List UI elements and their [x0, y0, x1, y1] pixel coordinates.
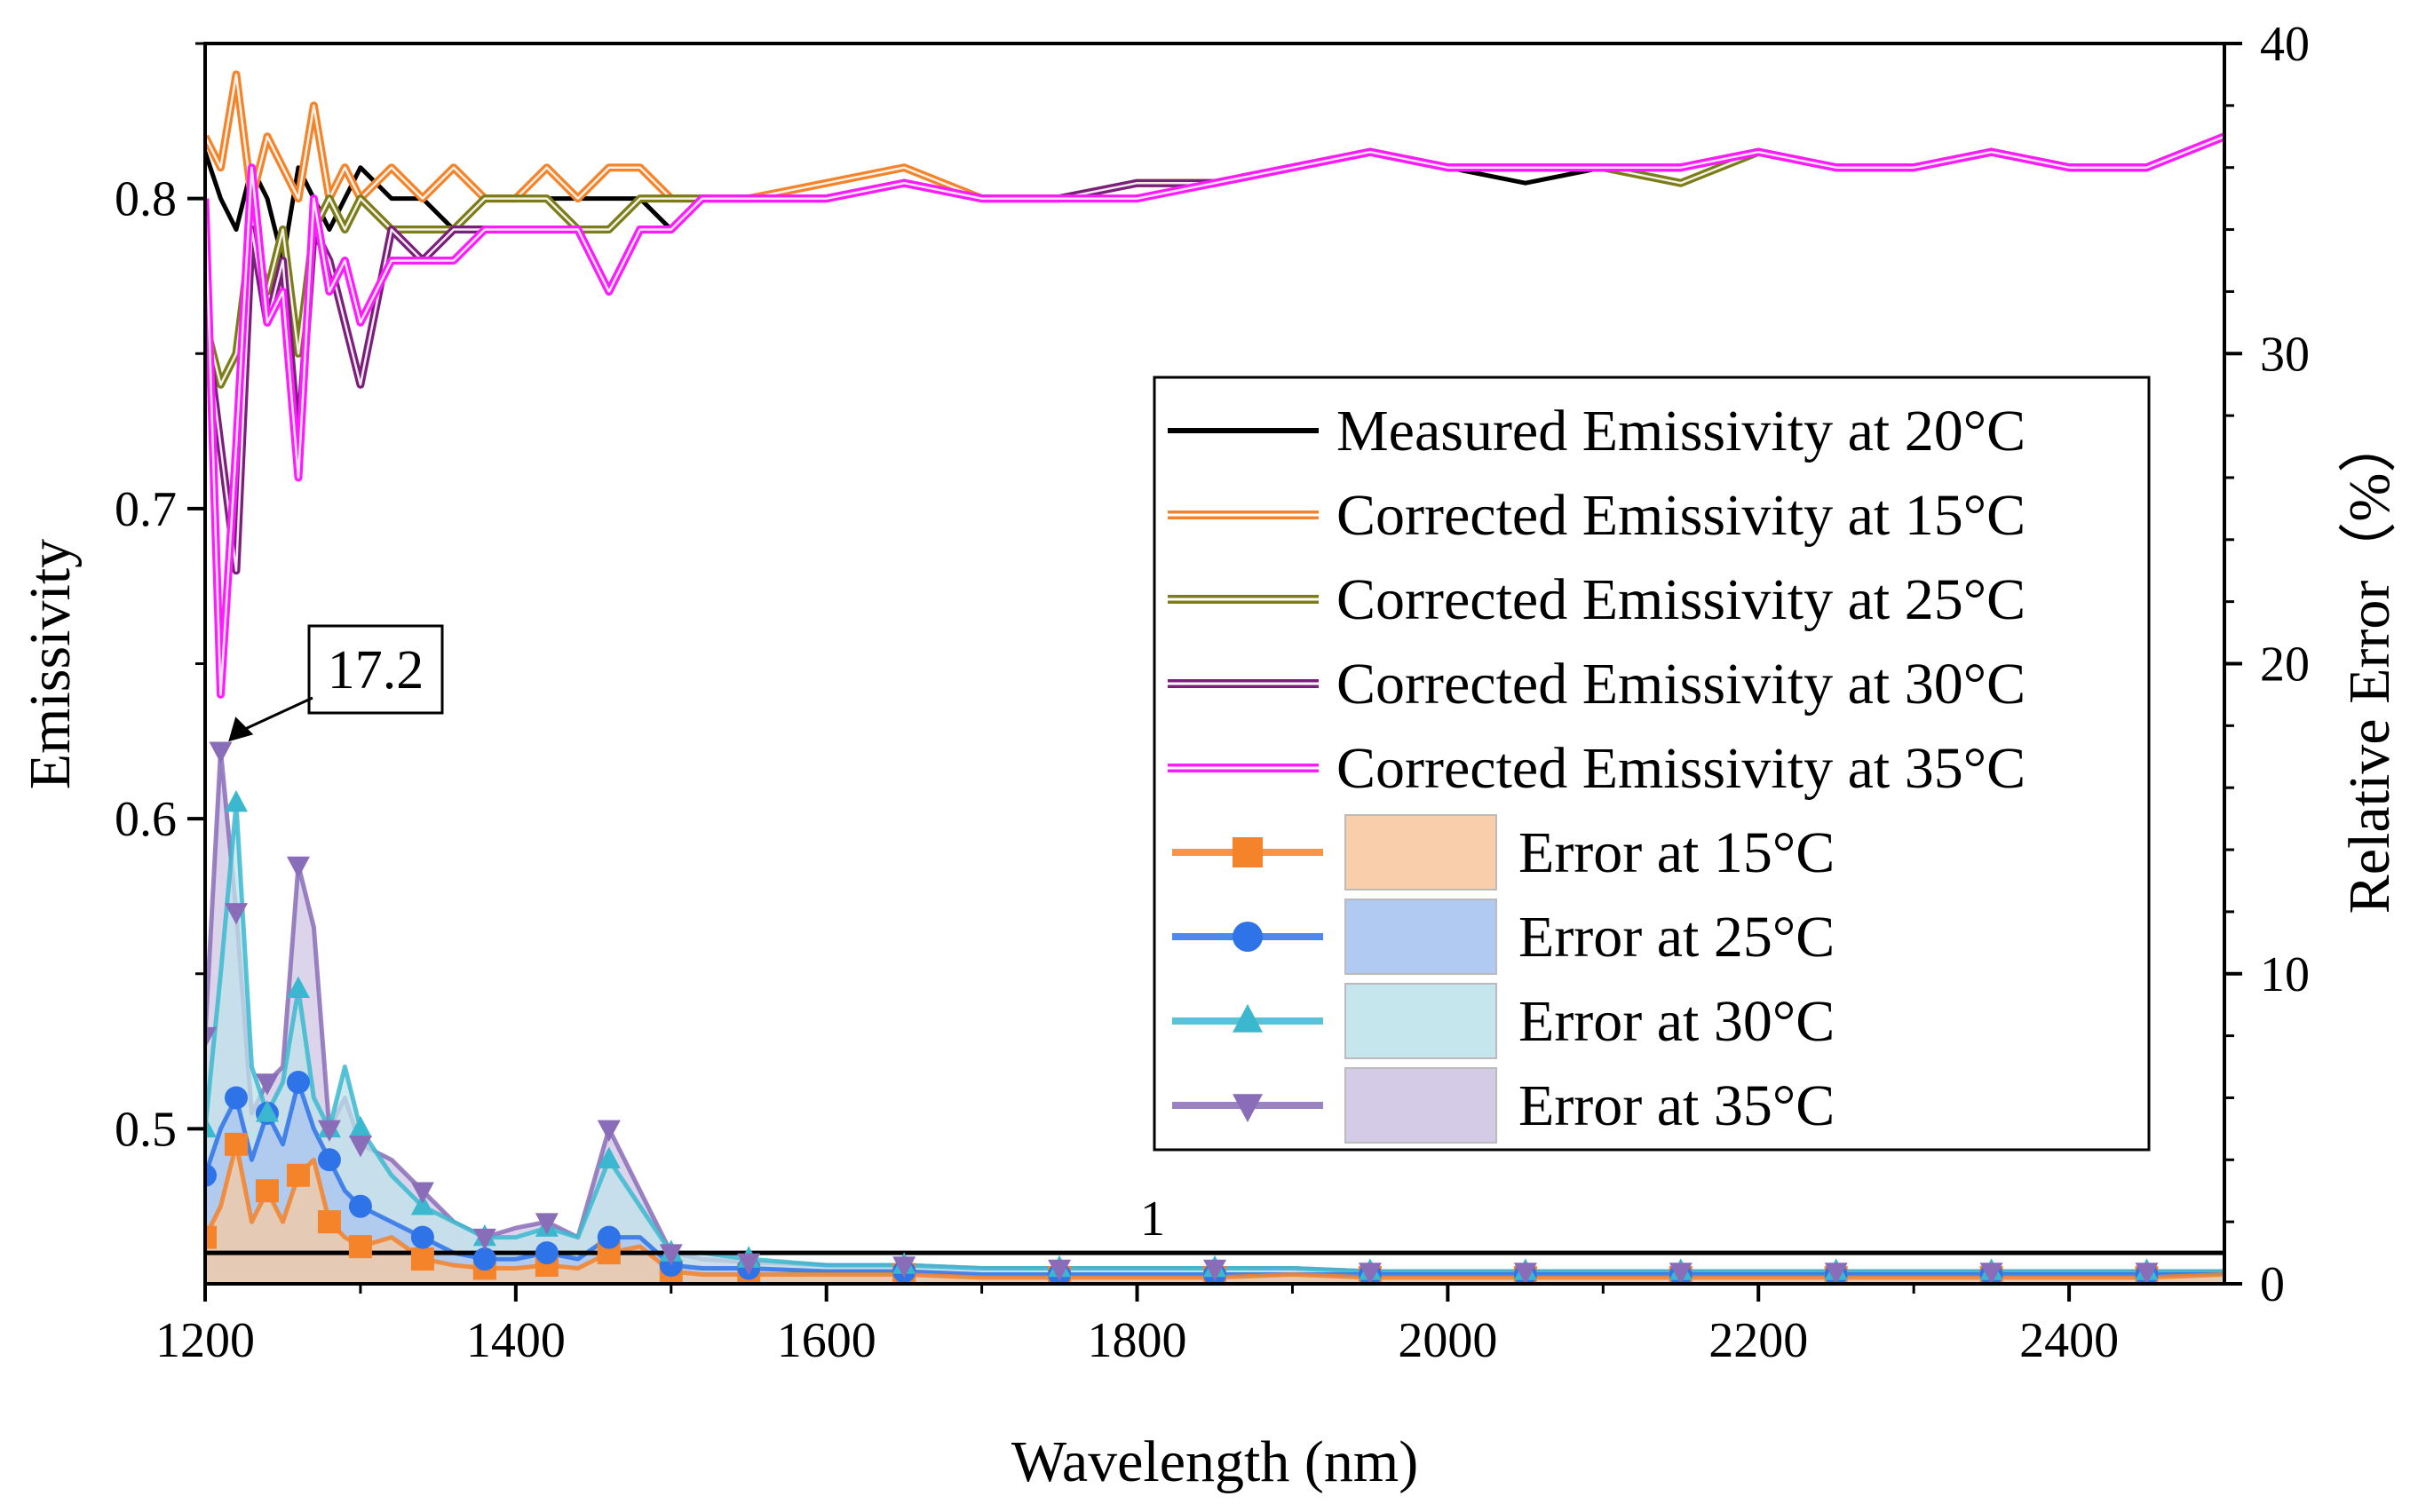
emissivity-lines-layer [205, 70, 2224, 699]
error-marker-4 [535, 1213, 559, 1235]
error-marker-4 [892, 1256, 916, 1278]
error-marker-4 [224, 903, 248, 925]
error-marker-3 [597, 1146, 621, 1169]
y-right-tick-label: 10 [2260, 947, 2310, 1002]
legend-swatch-error-area [1344, 898, 1497, 975]
error-marker-2 [597, 1225, 621, 1249]
error-marker-1 [410, 1247, 434, 1271]
error-marker-2 [472, 1247, 496, 1271]
peak-callout-arrowhead [228, 716, 254, 742]
x-tick-label: 1800 [1088, 1313, 1187, 1368]
legend-swatch-error-area [1344, 983, 1497, 1059]
x-tick-label: 1400 [466, 1313, 566, 1368]
error-marker-4 [1203, 1259, 1226, 1282]
error-marker-3 [224, 790, 248, 812]
error-marker-4 [737, 1253, 761, 1276]
error-marker-2 [205, 1163, 217, 1187]
error-marker-4 [1358, 1263, 1382, 1284]
peak-callout-box [307, 624, 444, 715]
error-marker-1 [205, 1225, 217, 1249]
axes-layer: 1200 1400 1600 1800 2000 2200 24000.50.60.70.8… [115, 17, 2310, 1368]
legend-label-error: Error at 25°C [1518, 905, 1835, 970]
error-markers-layer [205, 741, 2159, 1284]
legend: Measured Emissivity at 20°C Corrected Emi… [1153, 376, 2151, 1152]
legend-label-emissivity: Corrected Emissivity at 15°C [1336, 483, 2026, 548]
y-right-tick-label: 20 [2260, 637, 2310, 693]
x-tick-label: 2000 [1398, 1313, 1497, 1368]
legend-label-emissivity: Corrected Emissivity at 35°C [1336, 736, 2026, 801]
x-tick-label: 2200 [1708, 1313, 1808, 1368]
error-marker-4 [205, 1026, 217, 1049]
error-marker-1 [317, 1210, 341, 1234]
legend-label-emissivity: Corrected Emissivity at 30°C [1336, 652, 2026, 716]
legend-swatch-error-area [1344, 814, 1497, 891]
error-area-1 [205, 1144, 2224, 1284]
error-marker-2 [224, 1086, 248, 1110]
error-marker-4 [255, 1073, 279, 1096]
error-marker-4 [1048, 1259, 1072, 1282]
error-marker-3 [205, 1115, 217, 1138]
y-axis-label-left: Emissivity [18, 539, 83, 789]
legend-swatch-error-marker [1233, 1003, 1263, 1033]
y-right-tick-label: 30 [2260, 327, 2310, 382]
error-marker-4 [1513, 1263, 1537, 1284]
error-marker-4 [348, 1136, 372, 1158]
x-tick-label: 1600 [777, 1313, 876, 1368]
y-left-tick-label: 0.6 [115, 792, 177, 847]
x-tick-label: 2400 [2019, 1313, 2119, 1368]
error-marker-4 [410, 1182, 434, 1204]
error-line-2 [205, 1080, 2224, 1277]
error-line-1 [205, 1142, 2224, 1280]
x-axis-label: Wavelength (nm) [1011, 1429, 1418, 1494]
legend-swatch-error-marker [1233, 1094, 1263, 1123]
y-left-tick-label: 0.7 [115, 482, 177, 537]
y-right-tick-label: 40 [2260, 17, 2310, 72]
y-right-tick-label: 0 [2260, 1257, 2285, 1312]
peak-callout-arrow-line [240, 696, 313, 732]
legend-swatch-error-area [1344, 1067, 1497, 1144]
legend-swatch-error-marker [1233, 837, 1263, 867]
error-marker-3 [255, 1100, 279, 1122]
legend-swatch-error-marker [1233, 922, 1263, 952]
legend-label-error: Error at 30°C [1518, 989, 1835, 1054]
y-axis-label-right: Relative Error（%） [2337, 415, 2402, 914]
error-marker-4 [1669, 1263, 1693, 1284]
error-marker-4 [1824, 1263, 1848, 1284]
error-marker-2 [286, 1070, 310, 1094]
error-marker-1 [348, 1235, 372, 1259]
error-marker-4 [209, 741, 233, 764]
x-tick-label: 1200 [155, 1313, 255, 1368]
error-marker-1 [255, 1179, 279, 1203]
error-marker-2 [535, 1241, 559, 1265]
error-marker-4 [2135, 1263, 2159, 1284]
error-marker-4 [1979, 1263, 2003, 1284]
error-marker-1 [286, 1163, 310, 1187]
error-marker-3 [348, 1115, 372, 1138]
error-marker-4 [286, 856, 310, 879]
peak-callout-label: 17.2 [328, 640, 424, 701]
y-left-tick-label: 0.8 [115, 172, 177, 227]
error-marker-2 [317, 1148, 341, 1172]
error-marker-2 [348, 1194, 372, 1218]
y-left-tick-label: 0.5 [115, 1102, 177, 1157]
error-marker-3 [410, 1193, 434, 1215]
error-marker-4 [317, 1120, 341, 1142]
error-marker-2 [410, 1225, 434, 1249]
error-marker-1 [224, 1132, 248, 1156]
annotation-layer: 17.21 [228, 624, 1165, 1247]
error-marker-3 [286, 976, 310, 998]
legend-label-error: Error at 15°C [1518, 820, 1835, 885]
emissivity-line-inner-5 [205, 135, 2224, 696]
reference-line-label: 1 [1140, 1191, 1165, 1247]
legend-label-emissivity: Measured Emissivity at 20°C [1336, 399, 2026, 463]
error-marker-4 [659, 1244, 683, 1266]
error-marker-4 [597, 1120, 621, 1142]
legend-label-emissivity: Corrected Emissivity at 25°C [1336, 567, 2026, 632]
legend-label-error: Error at 35°C [1518, 1073, 1835, 1138]
error-marker-4 [472, 1228, 496, 1251]
